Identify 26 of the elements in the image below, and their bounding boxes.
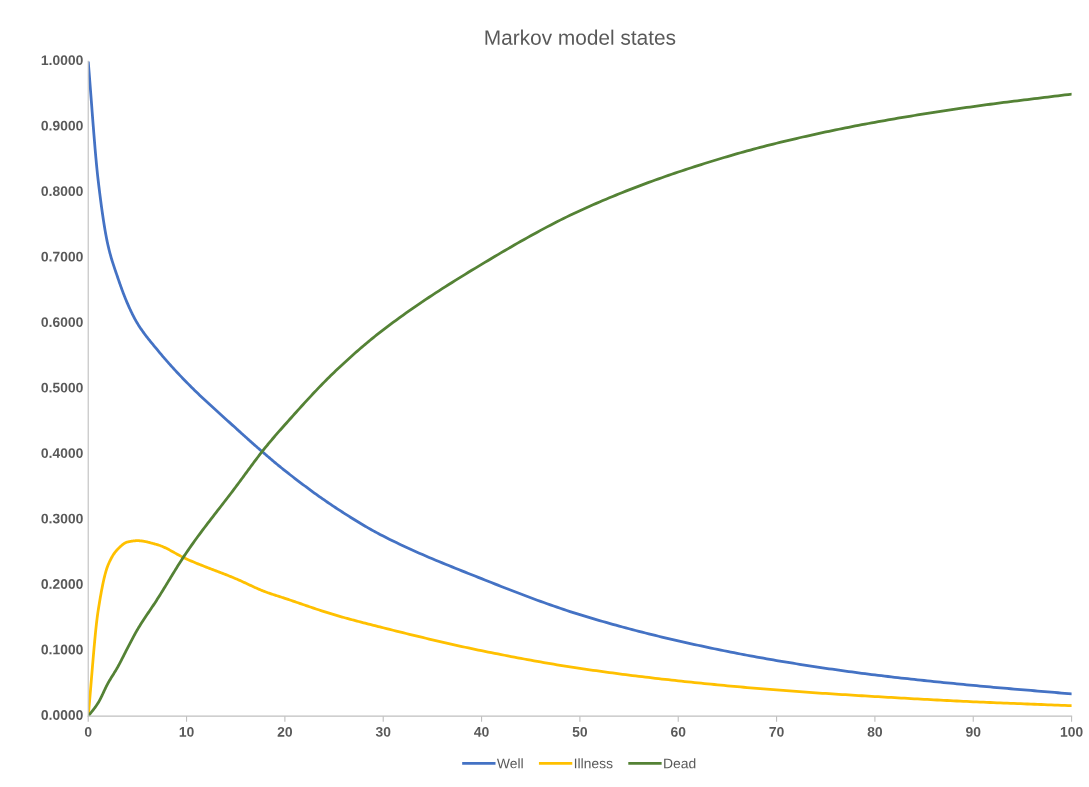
x-tick-label: 30: [375, 726, 391, 737]
legend-label: Well: [496, 758, 523, 769]
y-tick-label: 0.6000: [41, 317, 83, 328]
x-tick-label: 0: [84, 726, 92, 737]
y-tick-label: 0.9000: [41, 120, 83, 131]
y-tick-label: 0.3000: [41, 513, 83, 524]
y-tick-label: 0.7000: [41, 251, 83, 262]
y-tick-label: 0.8000: [41, 186, 83, 197]
x-tick-label: 80: [867, 726, 883, 737]
y-tick-label: 0.5000: [41, 382, 83, 393]
x-tick-label: 60: [671, 726, 686, 737]
x-tick-label: 100: [1060, 726, 1083, 737]
chart-title: Markov model states: [485, 29, 676, 45]
legend-label: Dead: [664, 758, 696, 769]
x-tick-label: 10: [179, 726, 194, 737]
legend-label: Illness: [574, 758, 613, 769]
y-tick-label: 0.0000: [41, 710, 83, 720]
x-tick-label: 20: [277, 726, 293, 737]
x-tick-label: 50: [572, 726, 588, 737]
y-tick-label: 0.1000: [41, 644, 83, 655]
x-tick-label: 40: [474, 726, 489, 737]
x-tick-label: 90: [966, 726, 981, 737]
x-tick-label: 70: [769, 726, 784, 737]
y-tick-label: 0.2000: [41, 579, 83, 589]
y-tick-label: 1.0000: [41, 55, 83, 66]
y-tick-label: 0.4000: [41, 448, 83, 458]
